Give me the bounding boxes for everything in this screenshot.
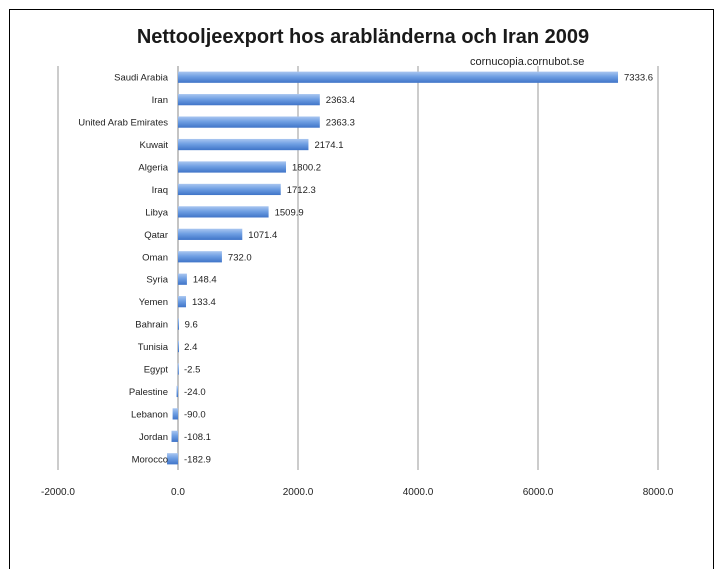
value-label: 1712.3 [287,185,316,196]
value-label: 1509.9 [275,207,304,218]
bar [177,363,179,375]
value-label: -2.5 [184,365,200,376]
x-tick-label: 4000.0 [403,487,434,498]
category-label: Algeria [138,163,168,174]
bar [171,430,178,442]
category-label: Tunisia [138,342,169,353]
category-label: Jordan [139,432,168,443]
bar [178,71,619,83]
value-label: 148.4 [193,275,217,286]
value-label: 2363.3 [326,118,355,129]
bar [178,340,179,353]
value-label: 9.6 [185,320,198,331]
category-label: Palestine [129,387,168,398]
category-label: United Arab Emirates [78,118,168,129]
category-label: Libya [145,207,168,218]
value-label: 1071.4 [248,230,277,241]
category-label: Bahrain [135,320,168,331]
bar [178,161,287,173]
x-tick-label: 2000.0 [283,487,314,498]
value-label: 1800.2 [292,163,321,174]
bar [178,318,179,330]
bar [178,138,309,151]
bar [178,296,187,308]
category-label: Saudi Arabia [114,73,169,84]
category-label: Oman [142,252,168,263]
category-label: Egypt [144,365,169,376]
bar [178,273,187,285]
value-label: 7333.6 [624,73,653,84]
bar [178,251,222,263]
bar [178,94,320,106]
bar [178,116,320,128]
value-label: 732.0 [228,252,252,263]
category-label: Iran [152,95,168,106]
category-label: Yemen [139,297,168,308]
x-tick-label: 0.0 [171,487,185,498]
chart-frame [9,9,714,569]
value-label: -90.0 [184,409,206,420]
bar [178,183,281,196]
x-tick-label: -2000.0 [41,487,75,498]
value-label: -24.0 [184,387,206,398]
value-label: 2.4 [184,342,197,353]
bar [167,453,178,465]
x-tick-label: 6000.0 [523,487,554,498]
value-label: 2363.4 [326,95,355,106]
bar [178,206,269,218]
bar [172,408,178,420]
value-label: -182.9 [184,454,211,465]
value-label: 133.4 [192,297,216,308]
category-label: Lebanon [131,409,168,420]
category-label: Morocco [132,454,168,465]
category-label: Iraq [152,185,168,196]
chart-title: Nettooljeexport hos arabländerna och Ira… [136,26,590,48]
x-tick-label: 8000.0 [643,487,674,498]
chart-subtitle: cornucopia.cornubot.se [470,56,585,68]
bar [178,228,243,240]
category-label: Qatar [144,230,168,241]
bar [176,385,178,398]
category-label: Kuwait [139,140,168,151]
category-label: Syria [146,275,168,286]
value-label: 2174.1 [314,140,343,151]
value-label: -108.1 [184,432,211,443]
